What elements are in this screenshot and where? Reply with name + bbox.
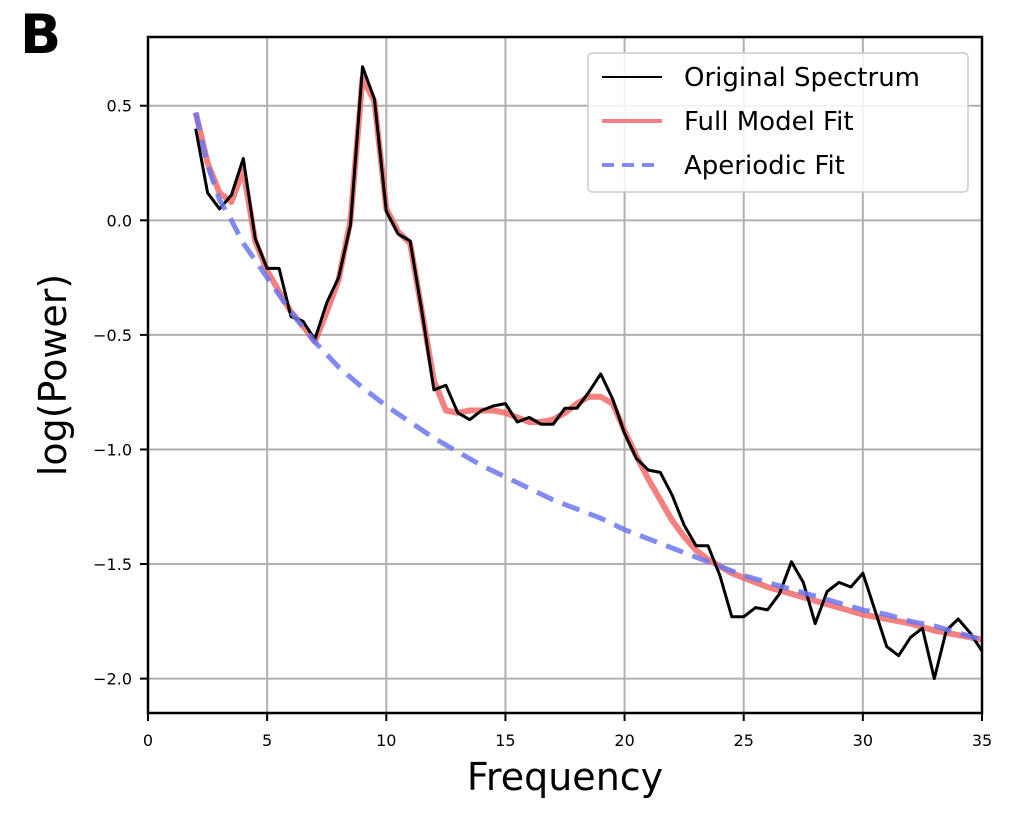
series-layer (192, 65, 984, 681)
panel-label: B (20, 3, 62, 66)
grid (148, 37, 982, 713)
y-tick-label: −1.5 (93, 555, 132, 574)
ticks: 0 5 10 15 20 25 30 35 0.5 0.0 −0.5 −1.0 −1.5 −2.0 (93, 97, 992, 750)
legend: Original Spectrum Full Model Fit Aperiodic… (587, 52, 969, 193)
legend-label: Full Model Fit (684, 107, 854, 137)
legend-box (587, 52, 969, 193)
x-tick-label: 30 (853, 731, 873, 750)
x-tick-label: 15 (495, 731, 515, 750)
x-tick-label: 25 (734, 731, 754, 750)
legend-label: Aperiodic Fit (684, 151, 845, 181)
legend-label: Original Spectrum (684, 63, 920, 93)
plot-frame (146, 35, 984, 715)
series-line-aperiodic-fit (193, 112, 983, 643)
x-axis-title: Frequency (467, 755, 663, 799)
x-tick-label: 20 (614, 731, 634, 750)
x-tick-label: 35 (972, 731, 992, 750)
y-tick-label: −2.0 (93, 670, 132, 689)
y-axis-title: log(Power) (31, 274, 75, 476)
x-tick-label: 10 (376, 731, 396, 750)
series-line-full-model-fit (192, 75, 983, 643)
x-tick-label: 0 (143, 731, 153, 750)
series-line-original-spectrum (194, 65, 984, 681)
y-tick-label: 0.0 (107, 211, 132, 230)
x-tick-label: 5 (262, 731, 272, 750)
y-tick-label: 0.5 (107, 97, 132, 116)
y-tick-label: −0.5 (93, 326, 132, 345)
y-tick-label: −1.0 (93, 440, 132, 459)
